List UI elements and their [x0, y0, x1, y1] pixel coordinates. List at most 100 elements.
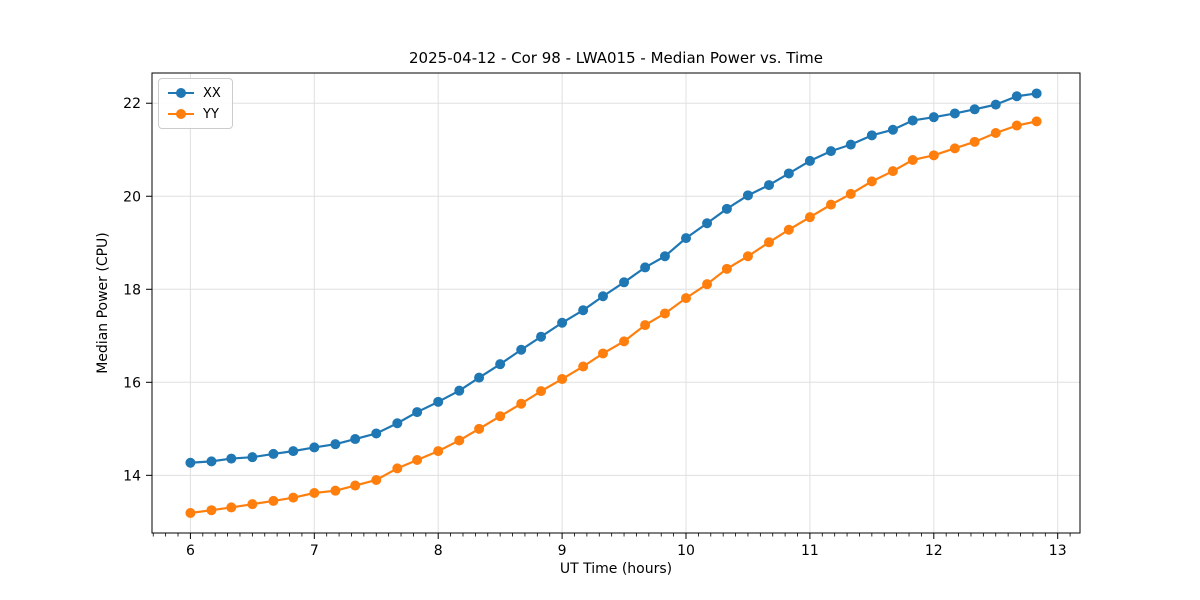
data-point-xx	[309, 442, 320, 453]
data-point-xx	[536, 331, 547, 342]
data-point-xx	[949, 108, 960, 119]
data-point-yy	[845, 188, 856, 199]
data-point-yy	[721, 263, 732, 274]
data-point-xx	[474, 372, 485, 383]
data-point-xx	[433, 396, 444, 407]
x-tick-label: 10	[677, 543, 695, 559]
data-point-xx	[247, 452, 258, 463]
data-point-yy	[619, 336, 630, 347]
data-point-xx	[742, 190, 753, 201]
data-point-xx	[1031, 88, 1042, 99]
data-point-xx	[659, 251, 670, 262]
data-point-yy	[474, 423, 485, 434]
legend: XX YY	[158, 78, 233, 129]
data-point-yy	[268, 495, 279, 506]
data-point-xx	[804, 155, 815, 166]
x-tick-label: 11	[801, 543, 819, 559]
x-tick-label: 13	[1049, 543, 1067, 559]
data-point-yy	[288, 492, 299, 503]
data-point-xx	[350, 434, 361, 445]
data-point-yy	[804, 212, 815, 223]
x-tick-label: 9	[558, 543, 567, 559]
data-point-xx	[928, 112, 939, 123]
data-point-yy	[1031, 116, 1042, 127]
data-point-yy	[597, 348, 608, 359]
data-point-yy	[825, 199, 836, 210]
data-point-yy	[764, 237, 775, 248]
data-point-xx	[516, 344, 527, 355]
x-axis-label: UT Time (hours)	[559, 561, 673, 577]
data-point-xx	[226, 453, 237, 464]
series-line-xx	[190, 92, 1037, 464]
data-point-yy	[702, 279, 713, 290]
data-point-xx	[702, 218, 713, 229]
x-tick-label: 12	[925, 543, 943, 559]
data-point-xx	[907, 115, 918, 126]
data-point-yy	[454, 435, 465, 446]
data-point-xx	[412, 407, 423, 418]
data-point-yy	[969, 136, 980, 147]
x-tick-label: 8	[434, 543, 443, 559]
legend-marker-yy	[168, 109, 194, 119]
legend-item-yy: YY	[168, 105, 221, 123]
data-point-yy	[371, 474, 382, 485]
data-point-yy	[1011, 120, 1022, 131]
data-point-yy	[206, 505, 217, 516]
x-tick-label: 7	[310, 543, 319, 559]
data-point-xx	[887, 124, 898, 135]
data-point-yy	[495, 411, 506, 422]
chart-title: 2025-04-12 - Cor 98 - LWA015 - Median Po…	[409, 49, 823, 67]
data-point-xx	[185, 457, 196, 468]
data-point-yy	[578, 361, 589, 372]
data-point-xx	[1011, 91, 1022, 102]
data-point-xx	[640, 262, 651, 273]
data-point-xx	[206, 456, 217, 467]
data-point-yy	[866, 176, 877, 187]
data-point-yy	[990, 128, 1001, 138]
series-line-yy	[190, 120, 1037, 515]
data-point-yy	[309, 488, 320, 498]
data-point-xx	[288, 446, 299, 457]
data-point-xx	[681, 233, 692, 244]
data-point-yy	[928, 150, 939, 161]
data-point-xx	[454, 385, 465, 396]
legend-item-xx: XX	[168, 84, 221, 102]
data-point-xx	[783, 168, 794, 179]
data-point-xx	[969, 104, 980, 115]
y-tick-label: 22	[123, 96, 141, 112]
data-point-yy	[433, 446, 444, 457]
data-point-xx	[825, 146, 836, 157]
data-point-xx	[371, 428, 382, 439]
x-tick-label: 6	[186, 543, 195, 559]
data-point-yy	[557, 374, 568, 385]
data-point-xx	[990, 99, 1001, 110]
data-point-yy	[350, 480, 361, 491]
data-point-xx	[392, 418, 403, 429]
legend-label-xx: XX	[203, 85, 221, 101]
data-point-yy	[226, 502, 237, 513]
data-point-yy	[392, 463, 403, 474]
data-point-yy	[681, 293, 692, 304]
data-point-xx	[597, 291, 608, 302]
data-point-yy	[185, 508, 196, 518]
data-point-xx	[557, 317, 568, 328]
data-point-xx	[866, 130, 877, 141]
data-point-xx	[268, 448, 279, 459]
data-point-yy	[949, 143, 960, 154]
y-tick-label: 18	[123, 282, 141, 298]
data-point-yy	[412, 454, 423, 465]
data-point-xx	[495, 359, 506, 370]
legend-label-yy: YY	[203, 106, 219, 122]
data-point-yy	[330, 485, 341, 496]
legend-marker-xx	[168, 88, 194, 98]
data-point-yy	[907, 154, 918, 165]
data-point-xx	[721, 203, 732, 214]
data-point-xx	[619, 277, 630, 288]
y-tick-label: 16	[123, 375, 141, 391]
y-tick-label: 20	[123, 189, 141, 205]
data-point-yy	[536, 386, 547, 397]
data-point-xx	[330, 439, 341, 450]
data-point-yy	[640, 320, 651, 331]
